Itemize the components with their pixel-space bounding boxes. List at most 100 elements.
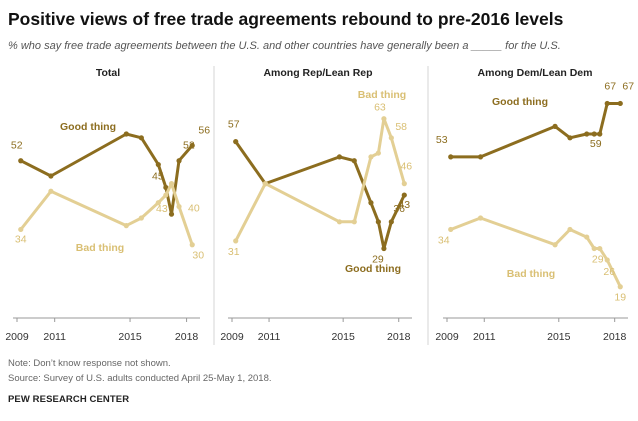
data-point (591, 131, 597, 137)
source-text: Source: Survey of U.S. adults conducted … (8, 373, 272, 384)
panel-title: Among Rep/Lean Rep (263, 67, 372, 79)
data-label: 57 (228, 119, 240, 131)
data-point (138, 215, 144, 221)
data-label: 29 (372, 254, 384, 266)
data-point (189, 242, 195, 248)
data-label: 53 (436, 134, 448, 146)
data-label: 34 (15, 233, 27, 245)
data-point (477, 215, 484, 221)
x-tick-label: 2015 (118, 331, 142, 343)
chart-title: Positive views of free trade agreements … (8, 9, 564, 29)
x-tick-label: 2015 (331, 331, 355, 343)
data-point (262, 181, 268, 187)
data-point (388, 219, 394, 225)
note-text: Note: Don’t know response not shown. (8, 358, 171, 369)
data-point (233, 238, 239, 244)
data-point (597, 131, 603, 137)
data-point (189, 142, 195, 149)
x-tick-label: 2009 (220, 331, 244, 343)
series-name-label: Bad thing (358, 89, 406, 101)
data-label: 40 (188, 203, 200, 215)
org-name: PEW RESEARCH CENTER (8, 394, 130, 405)
data-point (567, 135, 573, 141)
data-label: 52 (183, 140, 195, 152)
data-point (18, 158, 24, 164)
data-label: 43 (398, 199, 410, 211)
data-point (155, 200, 161, 206)
data-label: 43 (156, 203, 168, 215)
data-label: 67 (604, 80, 616, 92)
data-point (351, 158, 357, 164)
data-point (368, 200, 374, 206)
data-label: 34 (438, 234, 450, 246)
data-point (552, 123, 558, 129)
x-tick-label: 2011 (258, 331, 281, 343)
series-name-label: Bad thing (507, 268, 555, 280)
data-point (123, 131, 129, 137)
data-label: 56 (198, 124, 210, 136)
data-point (604, 100, 610, 107)
series-name-label: Good thing (492, 96, 548, 108)
data-point (168, 181, 175, 187)
data-label: 63 (374, 102, 386, 114)
data-point (48, 188, 54, 194)
data-label: 45 (152, 170, 164, 182)
series-name-label: Good thing (60, 121, 116, 133)
data-label: 30 (192, 250, 204, 262)
data-label: 29 (592, 254, 604, 266)
data-point (448, 226, 454, 233)
data-point (168, 211, 175, 217)
data-point (477, 154, 484, 160)
data-point (18, 226, 24, 233)
x-tick-label: 2009 (435, 331, 459, 343)
data-point (604, 257, 610, 263)
data-point (375, 219, 381, 225)
data-point (123, 223, 129, 229)
x-tick-label: 2018 (603, 331, 627, 343)
data-point (401, 192, 407, 198)
data-label: 36 (393, 203, 405, 215)
data-point (567, 226, 573, 233)
data-point (336, 219, 343, 225)
x-tick-label: 2018 (175, 331, 199, 343)
series-name-label: Bad thing (76, 242, 124, 254)
data-point (597, 245, 603, 252)
x-tick-label: 2018 (387, 331, 411, 343)
x-tick-label: 2011 (43, 331, 66, 343)
data-label: 31 (228, 246, 240, 258)
data-point (617, 100, 623, 107)
data-point (233, 139, 239, 145)
data-point (155, 161, 161, 168)
panel-title: Total (96, 67, 120, 79)
data-point (176, 203, 182, 210)
data-point (381, 116, 387, 122)
data-point (381, 245, 387, 252)
x-tick-label: 2015 (547, 331, 571, 343)
panel-title: Among Dem/Lean Dem (478, 67, 593, 79)
data-point (138, 135, 144, 141)
data-point (552, 242, 558, 248)
x-tick-label: 2009 (5, 331, 29, 343)
data-point (351, 219, 357, 225)
data-label: 26 (603, 266, 615, 278)
data-point (401, 181, 407, 187)
data-label: 67 (622, 80, 634, 92)
data-label: 59 (590, 138, 602, 150)
data-point (176, 158, 182, 164)
data-point (617, 284, 623, 290)
data-point (584, 234, 590, 240)
data-point (163, 192, 169, 198)
data-point (375, 150, 381, 156)
data-point (336, 154, 343, 160)
data-point (163, 184, 169, 191)
chart-subtitle: % who say free trade agreements between … (8, 40, 561, 52)
data-label: 52 (11, 140, 23, 152)
data-point (448, 154, 454, 160)
data-point (584, 131, 590, 137)
data-label: 19 (614, 292, 626, 304)
data-point (591, 245, 597, 252)
x-tick-label: 2011 (473, 331, 496, 343)
data-label: 46 (400, 161, 412, 173)
data-point (48, 173, 54, 179)
